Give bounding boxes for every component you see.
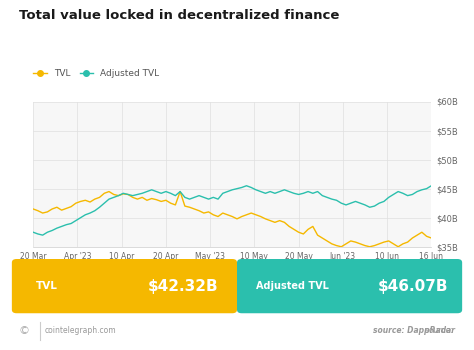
Text: ©: © [19, 326, 30, 336]
Text: $46.07B: $46.07B [377, 279, 448, 294]
Text: source:: source: [425, 326, 455, 335]
Text: Adjusted TVL: Adjusted TVL [256, 281, 329, 291]
Text: Total value locked in decentralized finance: Total value locked in decentralized fina… [19, 9, 339, 22]
Text: source: DappRadar: source: DappRadar [373, 326, 455, 335]
Legend: TVL, Adjusted TVL: TVL, Adjusted TVL [30, 65, 163, 82]
Text: cointelegraph.com: cointelegraph.com [45, 326, 117, 335]
Text: TVL: TVL [36, 281, 57, 291]
Text: $42.32B: $42.32B [147, 279, 218, 294]
